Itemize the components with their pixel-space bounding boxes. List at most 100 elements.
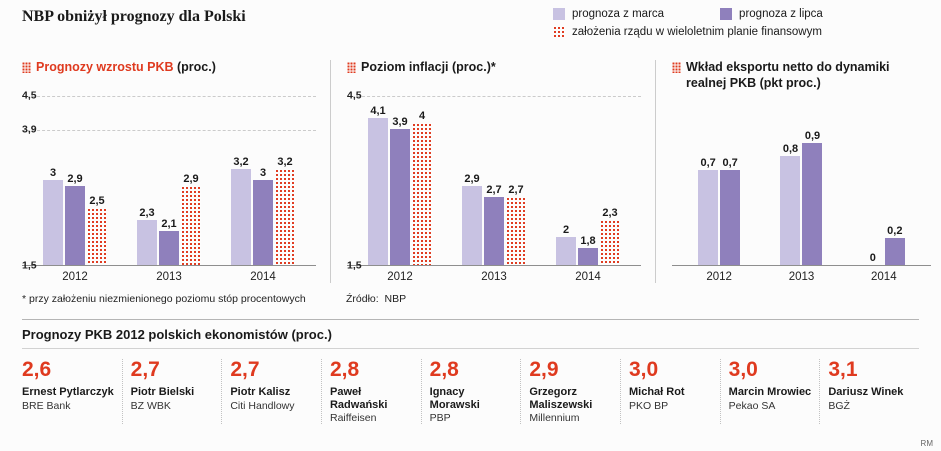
category-label: 2014 bbox=[871, 271, 897, 283]
bar-value-label: 2,3 bbox=[139, 206, 155, 219]
bar-with-label: 2,3 bbox=[600, 207, 620, 265]
economist-forecast-value: 2,8 bbox=[429, 358, 459, 381]
legend-item-lipca: prognoza z lipca bbox=[720, 8, 823, 20]
bar-value-label: 3,2 bbox=[233, 155, 249, 168]
bar-value-label: 2,7 bbox=[508, 184, 524, 196]
bar-marca bbox=[368, 117, 388, 265]
bar-lipca bbox=[159, 231, 179, 265]
plot-area: 0,7 0,7 0,8 0,9 0 0,2 bbox=[672, 96, 931, 266]
economist-forecast-value: 2,7 bbox=[230, 358, 260, 381]
footnote: * przy założeniu niezmienionego poziomu … bbox=[22, 293, 306, 305]
economist-entry: 3,1 Dariusz Winek BGŻ bbox=[819, 358, 919, 425]
bar-group-2013: 2,3 2,1 2,9 bbox=[137, 96, 201, 265]
economist-entry: 2,9 Grzegorz Maliszewski Millennium bbox=[520, 358, 620, 425]
plot-area: 4,5 3,9 1,5 3 2,9 2,5 2,3 2,1 2,9 3,2 3 3,2 bbox=[22, 89, 316, 271]
y-axis-tick-label: 3,9 bbox=[22, 123, 37, 136]
category-label: 2013 bbox=[788, 271, 815, 283]
chart-inflation: Poziom inflacji (proc.)* 4,5 1,5 4,1 3,9 4 2,… bbox=[330, 60, 655, 283]
bar-value-label: 3 bbox=[259, 167, 267, 179]
bar-rzad bbox=[600, 219, 620, 265]
bar-rzad bbox=[412, 123, 432, 265]
charts-row: Prognozy wzrostu PKB (proc.) 4,5 3,9 1,5 3 2… bbox=[0, 60, 941, 283]
bar-group-2014: 3,2 3 3,2 bbox=[231, 96, 295, 265]
dotted-pattern-icon bbox=[347, 62, 356, 73]
legend-label: prognoza z marca bbox=[572, 8, 665, 20]
bar-value-label: 2,3 bbox=[602, 206, 618, 219]
y-axis-tick-label: 4,5 bbox=[347, 89, 362, 102]
bar-value-label: 2,5 bbox=[89, 195, 105, 208]
bar-value-label: 3,9 bbox=[392, 116, 408, 128]
page-title: NBP obniżył prognozy dla Polski bbox=[22, 8, 246, 25]
category-axis: 2012 2013 2014 bbox=[672, 266, 931, 283]
bar-value-label: 3 bbox=[49, 167, 57, 179]
economists-section: Prognozy PKB 2012 polskich ekonomistów (… bbox=[22, 319, 919, 425]
economist-bank: Raiffeisen bbox=[329, 412, 377, 425]
bar-rzad bbox=[87, 208, 107, 265]
chart-title: Prognozy wzrostu PKB (proc.) bbox=[36, 60, 216, 74]
economist-entry: 3,0 Michał Rot PKO BP bbox=[619, 358, 720, 425]
credit: RM bbox=[920, 439, 933, 448]
bar-value-label: 2,9 bbox=[67, 172, 83, 185]
header: NBP obniżył prognozy dla Polski prognoza… bbox=[0, 0, 941, 44]
category-label: 2012 bbox=[62, 271, 88, 283]
economist-forecast-value: 2,8 bbox=[329, 358, 360, 381]
plot-area: 4,5 1,5 4,1 3,9 4 2,9 2,7 2,7 2 1,8 2,3 bbox=[347, 89, 641, 271]
legend-row-2: założenia rządu w wieloletnim planie fin… bbox=[553, 26, 931, 38]
bar-with-label: 2,1 bbox=[159, 218, 179, 265]
bar-with-label: 2,9 bbox=[65, 173, 85, 265]
economist-name: Marcin Mrowiec bbox=[728, 386, 812, 399]
bar-marca bbox=[698, 169, 719, 265]
economists-heading: Prognozy PKB 2012 polskich ekonomistów (… bbox=[22, 327, 332, 342]
bar-rzad bbox=[181, 185, 201, 265]
economists-grid: 2,6 Ernest Pytlarczyk BRE Bank 2,7 Piotr Bie… bbox=[22, 348, 919, 425]
bar-with-label: 0,9 bbox=[802, 130, 823, 265]
y-axis-tick-label: 1,5 bbox=[347, 259, 362, 272]
bar-with-label: 0,8 bbox=[780, 143, 801, 265]
economist-name: Michał Rot bbox=[628, 386, 685, 399]
bar-value-label: 0,7 bbox=[722, 156, 738, 169]
bar-lipca bbox=[390, 129, 410, 265]
economist-forecast-value: 3,1 bbox=[828, 358, 858, 381]
category-label: 2012 bbox=[387, 271, 413, 283]
economist-entry: 3,0 Marcin Mrowiec Pekao SA bbox=[719, 358, 820, 425]
category-axis: 2012 2013 2014 bbox=[22, 266, 316, 283]
bar-lipca bbox=[484, 197, 504, 265]
bar-group-2012: 4,1 3,9 4 bbox=[368, 96, 432, 265]
bar-group-2014: 2 1,8 2,3 bbox=[556, 96, 620, 265]
source-value: NBP bbox=[384, 293, 407, 305]
legend-item-rzad: założenia rządu w wieloletnim planie fin… bbox=[553, 26, 822, 38]
bar-with-label: 2 bbox=[556, 224, 576, 265]
economist-bank: PKO BP bbox=[628, 399, 669, 412]
bar-value-label: 2,7 bbox=[486, 184, 502, 196]
bar-with-label: 3,9 bbox=[390, 116, 410, 265]
lipca-swatch-icon bbox=[720, 8, 733, 20]
bar-with-label: 2,9 bbox=[462, 173, 482, 265]
bar-with-label: 3 bbox=[253, 167, 273, 265]
category-label: 2014 bbox=[250, 271, 276, 283]
chart-title-row: Wkład eksportu netto do dynamiki realnej… bbox=[672, 60, 931, 96]
economist-forecast-value: 3,0 bbox=[628, 358, 659, 381]
legend-label: założenia rządu w wieloletnim planie fin… bbox=[572, 26, 822, 38]
bar-with-label: 4,1 bbox=[368, 105, 388, 265]
bar-marca bbox=[137, 219, 157, 265]
economist-name: Ernest Pytlarczyk bbox=[22, 386, 114, 399]
economist-name: Ignacy Morawski bbox=[429, 386, 480, 411]
bar-with-label: 3 bbox=[43, 167, 63, 265]
bar-with-label: 4 bbox=[412, 110, 432, 265]
bar-lipca bbox=[884, 237, 905, 265]
economist-bank: Citi Handlowy bbox=[230, 399, 295, 412]
category-label: 2013 bbox=[481, 271, 507, 283]
category-label: 2013 bbox=[156, 271, 182, 283]
dotted-pattern-icon bbox=[672, 62, 681, 73]
chart-title-row: Poziom inflacji (proc.)* bbox=[347, 60, 641, 96]
bar-value-label: 2,9 bbox=[464, 172, 480, 185]
bar-group-2014: 0 0,2 bbox=[863, 96, 905, 265]
economist-name: Piotr Kalisz bbox=[230, 386, 291, 399]
bar-value-label: 2 bbox=[562, 223, 570, 236]
bar-group-2012: 3 2,9 2,5 bbox=[43, 96, 107, 265]
bar-with-label: 2,7 bbox=[506, 184, 526, 265]
bar-with-label: 2,3 bbox=[137, 207, 157, 265]
bar-value-label: 0,7 bbox=[700, 156, 716, 169]
chart-legend: prognoza z marca prognoza z lipca założe… bbox=[553, 8, 931, 44]
economist-name: Grzegorz Maliszewski bbox=[529, 386, 593, 411]
